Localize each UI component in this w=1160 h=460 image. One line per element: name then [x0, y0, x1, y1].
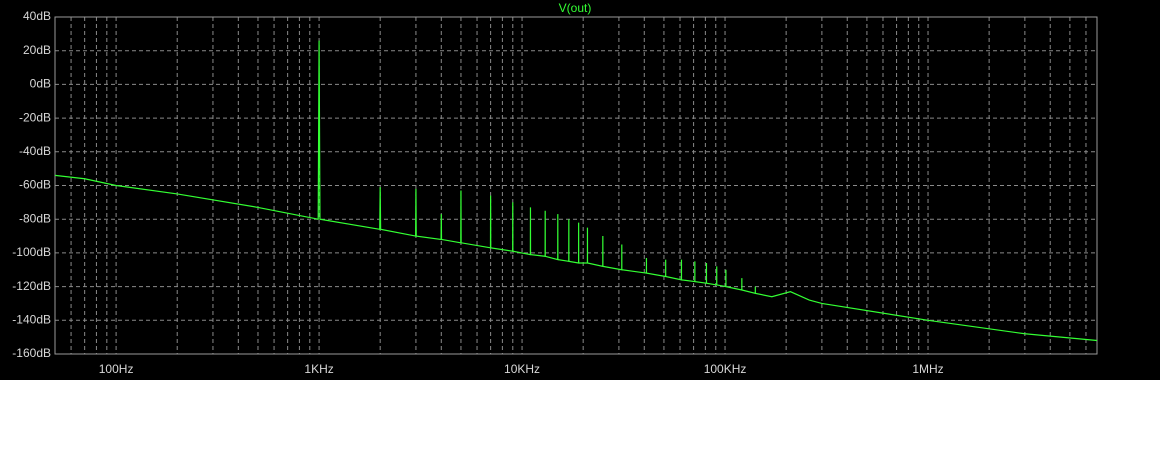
- plot-background: [0, 0, 1160, 380]
- x-tick-label: 10KHz: [504, 362, 540, 376]
- y-tick-label: 40dB: [23, 9, 51, 23]
- y-tick-label: -100dB: [12, 245, 51, 259]
- y-tick-label: -20dB: [19, 110, 51, 124]
- y-tick-label: -160dB: [12, 346, 51, 360]
- plot-frame: [54, 16, 1098, 355]
- x-tick-label: 1KHz: [304, 362, 333, 376]
- y-tick-label: 20dB: [23, 43, 51, 57]
- x-tick-label: 100KHz: [704, 362, 747, 376]
- y-tick-label: 0dB: [30, 77, 51, 91]
- y-tick-label: -120dB: [12, 279, 51, 293]
- y-tick-label: -140dB: [12, 312, 51, 326]
- y-tick-label: -80dB: [19, 211, 51, 225]
- series-line: [54, 40, 1098, 342]
- chart-title: V(out): [559, 1, 592, 15]
- y-tick-label: -40dB: [19, 144, 51, 158]
- y-tick-label: -60dB: [19, 178, 51, 192]
- x-tick-label: 100Hz: [99, 362, 134, 376]
- x-tick-label: 1MHz: [912, 362, 943, 376]
